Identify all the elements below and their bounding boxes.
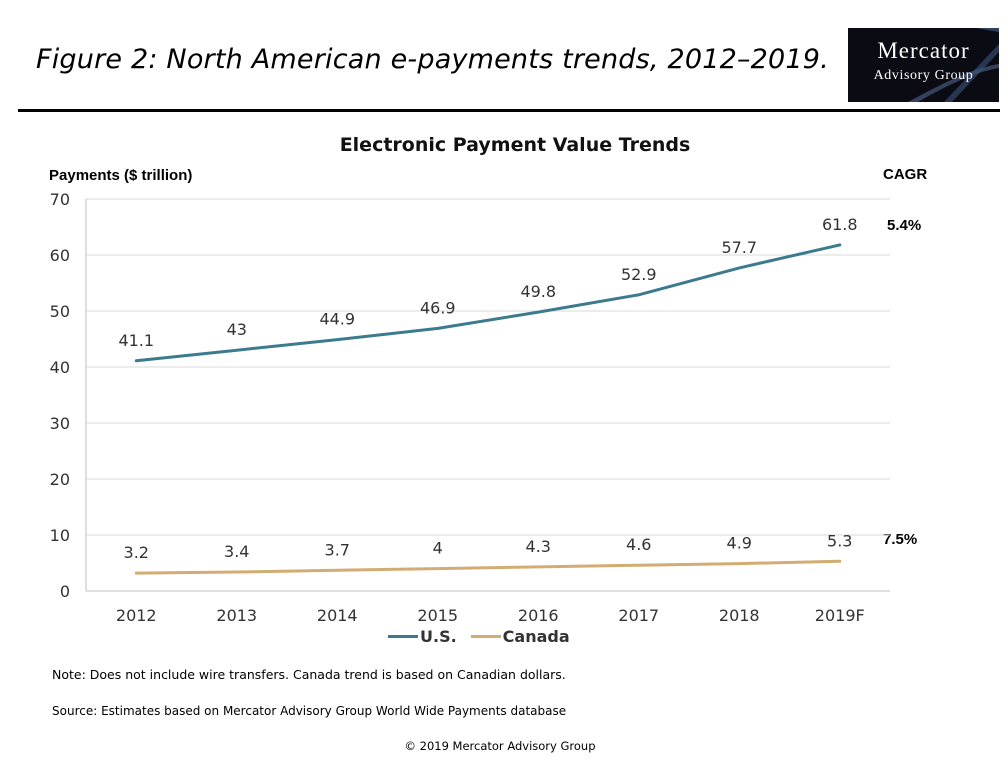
logo-subtitle: Advisory Group bbox=[873, 68, 974, 83]
chart-title: Electronic Payment Value Trends bbox=[339, 134, 691, 156]
legend-label-us: U.S. bbox=[420, 627, 457, 646]
figure-title: Figure 2: North American e-payments tren… bbox=[36, 44, 829, 75]
footnote: Note: Does not include wire transfers. C… bbox=[52, 667, 566, 682]
y-tick-label-30: 30 bbox=[50, 414, 70, 433]
logo-wordmark: Mercator bbox=[877, 38, 970, 63]
data-label-us-2018: 57.7 bbox=[721, 238, 757, 257]
data-label-canada-2016: 4.3 bbox=[526, 537, 551, 556]
legend-swatch-us bbox=[388, 635, 418, 638]
data-label-us-2014: 44.9 bbox=[319, 310, 355, 329]
series-line-us bbox=[134, 243, 842, 363]
y-tick-label-20: 20 bbox=[50, 470, 70, 489]
data-label-canada-2018: 4.9 bbox=[727, 534, 752, 553]
y-tick-label-60: 60 bbox=[50, 246, 70, 265]
x-tick-label-2016: 2016 bbox=[518, 606, 559, 625]
x-tick-label-2012: 2012 bbox=[116, 606, 157, 625]
mercator-logo: Mercator Advisory Group bbox=[848, 28, 999, 102]
y-axis-title: Payments ($ trillion) bbox=[49, 167, 193, 184]
cagr-header: CAGR bbox=[883, 166, 928, 183]
y-tick-label-70: 70 bbox=[50, 190, 70, 209]
source-note: Source: Estimates based on Mercator Advi… bbox=[52, 704, 567, 718]
y-tick-label-50: 50 bbox=[50, 302, 70, 321]
data-label-us-2013: 43 bbox=[227, 320, 247, 339]
x-tick-label-2015: 2015 bbox=[417, 606, 458, 625]
data-label-canada-2017: 4.6 bbox=[626, 535, 651, 554]
cagr-canada: 7.5% bbox=[883, 531, 918, 548]
x-tick-label-2013: 2013 bbox=[216, 606, 257, 625]
series-line-canada bbox=[134, 559, 842, 575]
data-label-us-2012: 41.1 bbox=[118, 331, 154, 350]
copyright: © 2019 Mercator Advisory Group bbox=[404, 739, 596, 753]
title-divider bbox=[18, 109, 1000, 112]
legend-item-canada: Canada bbox=[470, 627, 570, 646]
legend-item-us: U.S. bbox=[388, 627, 457, 646]
data-label-us-2017: 52.9 bbox=[621, 265, 657, 284]
data-label-canada-2014: 3.7 bbox=[325, 540, 350, 559]
data-label-us-2016: 49.8 bbox=[520, 282, 556, 301]
x-tick-label-2014: 2014 bbox=[317, 606, 358, 625]
x-tick-label-2019F: 2019F bbox=[815, 606, 865, 625]
data-label-canada-2015: 4 bbox=[433, 539, 443, 558]
logo-x-mark-icon bbox=[908, 28, 999, 102]
data-label-canada-2019F: 5.3 bbox=[827, 531, 852, 550]
data-label-canada-2013: 3.4 bbox=[224, 542, 249, 561]
data-label-us-2019F: 61.8 bbox=[822, 215, 858, 234]
legend: U.S. Canada bbox=[388, 627, 584, 646]
cagr-us: 5.4% bbox=[887, 217, 922, 234]
legend-label-canada: Canada bbox=[502, 627, 570, 646]
y-tick-label-10: 10 bbox=[50, 526, 70, 545]
data-label-canada-2012: 3.2 bbox=[124, 543, 149, 562]
x-tick-label-2018: 2018 bbox=[719, 606, 760, 625]
x-tick-label-2017: 2017 bbox=[618, 606, 659, 625]
data-label-us-2015: 46.9 bbox=[420, 298, 456, 317]
y-tick-label-0: 0 bbox=[60, 582, 70, 601]
legend-swatch-canada bbox=[470, 635, 501, 638]
y-tick-label-40: 40 bbox=[50, 358, 70, 377]
